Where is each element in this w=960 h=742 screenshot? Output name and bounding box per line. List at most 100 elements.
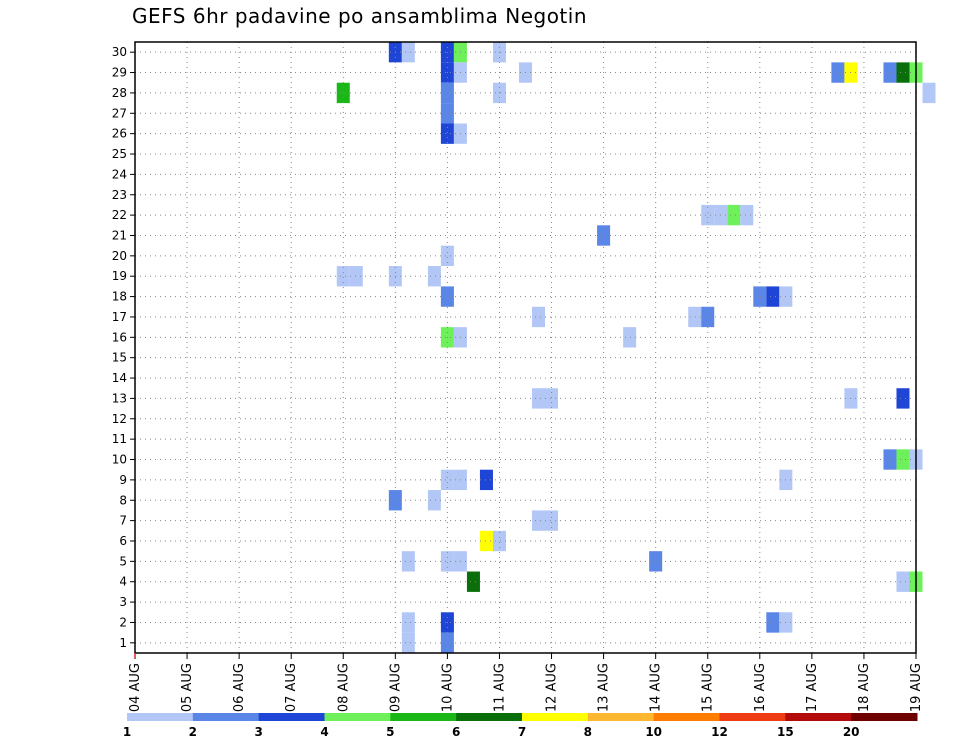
x-tick-label-11: 15 AUG [701, 663, 716, 712]
x-tick-label-9: 13 AUG [597, 663, 612, 712]
x-tick-label-2: 06 AUG [232, 663, 247, 712]
heatmap-cell-45 [896, 449, 910, 470]
heatmap-cell-54 [545, 510, 559, 531]
heatmap-cell-57 [401, 551, 415, 572]
y-tick-label-4: 4 [119, 575, 127, 589]
colorbar-label-10: 15 [777, 725, 794, 739]
heatmap-cell-26 [336, 266, 350, 287]
y-tick-label-20: 20 [112, 249, 127, 263]
colorbar-swatch-9 [719, 713, 786, 721]
x-tick-label-8: 12 AUG [545, 663, 560, 712]
heatmap-cell-34 [532, 306, 546, 328]
heatmap-cell-32 [766, 286, 780, 307]
x-tick-label-4: 08 AUG [336, 663, 351, 712]
colorbar-swatch-0 [127, 713, 194, 721]
y-tick-label-7: 7 [119, 514, 127, 528]
heatmap-cell-22 [727, 204, 741, 226]
y-tick-label-14: 14 [112, 371, 127, 385]
x-tick-label-13: 17 AUG [805, 663, 820, 712]
colorbar-label-2: 3 [254, 725, 262, 739]
colorbar-label-8: 10 [645, 725, 662, 739]
heatmap-cell-31 [753, 286, 767, 307]
y-tick-label-26: 26 [112, 127, 127, 141]
x-tick-label-12: 16 AUG [753, 663, 768, 712]
heatmap-cell-56 [492, 530, 506, 552]
colorbar-swatch-10 [785, 713, 852, 721]
x-tick-label-10: 14 AUG [649, 663, 664, 712]
x-tick-label-5: 09 AUG [388, 663, 403, 712]
y-tick-label-17: 17 [112, 310, 127, 324]
heatmap-cell-8 [831, 62, 845, 83]
plot-area [135, 42, 916, 653]
heatmap-cell-27 [349, 266, 363, 287]
heatmap-cell-61 [466, 571, 480, 592]
x-tick-label-3: 07 AUG [284, 663, 299, 712]
heatmap-cell-53 [532, 510, 546, 531]
heatmap-cell-29 [427, 266, 441, 287]
y-tick-label-25: 25 [112, 147, 127, 161]
colorbar-swatch-6 [522, 713, 589, 721]
colorbar-swatch-7 [587, 713, 655, 721]
heatmap-cell-30 [440, 286, 454, 307]
heatmap-cell-43 [896, 388, 910, 409]
y-tick-label-12: 12 [112, 412, 127, 426]
y-tick-label-8: 8 [119, 493, 127, 507]
heatmap-cell-44 [883, 449, 897, 470]
x-tick-label-6: 10 AUG [440, 663, 455, 712]
heatmap-cell-25 [440, 245, 454, 267]
y-tick-label-19: 19 [112, 269, 127, 283]
colorbar-label-7: 8 [584, 725, 592, 739]
heatmap-cell-35 [688, 306, 702, 328]
colorbar-swatch-5 [456, 713, 523, 721]
y-tick-label-3: 3 [119, 595, 127, 609]
heatmap-cell-24 [597, 225, 611, 246]
y-tick-label-9: 9 [119, 473, 127, 487]
heatmap-cell-11 [896, 62, 910, 83]
heatmap-cell-68 [401, 632, 415, 653]
heatmap-cell-10 [883, 62, 897, 83]
heatmap-cell-39 [623, 327, 637, 348]
heatmap-cell-62 [896, 571, 910, 592]
y-tick-label-15: 15 [112, 351, 127, 365]
y-tick-label-28: 28 [112, 86, 127, 100]
y-tick-label-22: 22 [112, 208, 127, 222]
y-tick-label-13: 13 [112, 391, 127, 405]
heatmap-cell-40 [532, 388, 546, 409]
colorbar-label-1: 2 [189, 725, 197, 739]
heatmap-cell-41 [545, 388, 559, 409]
x-tick-label-14: 18 AUG [857, 663, 872, 712]
heatmap-cell-47 [440, 469, 454, 491]
colorbar-label-5: 6 [452, 725, 460, 739]
heatmap-cell-23 [740, 204, 754, 226]
y-tick-label-1: 1 [119, 636, 127, 650]
y-tick-label-27: 27 [112, 106, 127, 120]
x-tick-label-15: 19 AUG [909, 663, 924, 712]
colorbar-swatch-2 [258, 713, 325, 721]
y-tick-label-6: 6 [119, 534, 127, 548]
colorbar-swatch-1 [192, 713, 260, 721]
heatmap-cell-36 [701, 306, 715, 328]
y-tick-label-2: 2 [119, 615, 127, 629]
y-tick-label-21: 21 [112, 228, 127, 242]
colorbar-label-4: 5 [386, 725, 394, 739]
heatmap-cell-52 [427, 490, 441, 511]
heatmap-cell-55 [479, 530, 493, 552]
colorbar-swatch-11 [851, 713, 918, 721]
y-tick-label-10: 10 [112, 453, 127, 467]
colorbar-label-3: 4 [320, 725, 328, 739]
x-tick-label-7: 11 AUG [492, 663, 507, 712]
heatmap-cell-1 [401, 42, 415, 63]
plot-frame [134, 41, 917, 654]
colorbar-label-11: 20 [843, 725, 860, 739]
chart-title: GEFS 6hr padavine po ansamblima Negotin [132, 4, 588, 28]
y-tick-label-30: 30 [112, 45, 127, 59]
heatmap-cell-18 [440, 123, 454, 144]
colorbar-label-6: 7 [518, 725, 526, 739]
colorbar-label-9: 12 [711, 725, 728, 739]
heatmap-cell-20 [701, 204, 715, 226]
heatmap-cell-58 [440, 551, 454, 572]
x-tick-label-0: 04 AUG [128, 663, 143, 712]
y-tick-label-5: 5 [119, 554, 127, 568]
